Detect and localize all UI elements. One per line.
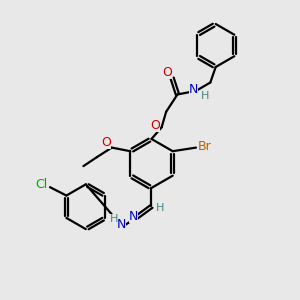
Text: Cl: Cl: [35, 178, 48, 191]
Text: N: N: [116, 218, 126, 231]
Text: N: N: [189, 83, 198, 97]
Text: O: O: [162, 66, 172, 79]
Text: H: H: [201, 91, 210, 101]
Text: H: H: [156, 203, 165, 213]
Text: Br: Br: [197, 140, 211, 153]
Text: O: O: [150, 119, 160, 132]
Text: N: N: [129, 210, 138, 223]
Text: O: O: [101, 136, 111, 149]
Text: H: H: [110, 214, 118, 224]
